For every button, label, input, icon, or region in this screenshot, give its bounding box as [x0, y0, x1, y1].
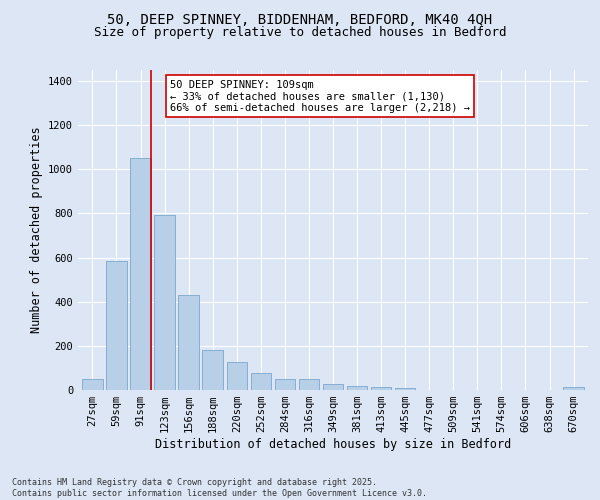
Bar	[82, 379, 103, 390]
Bar	[202, 350, 223, 390]
Text: Size of property relative to detached houses in Bedford: Size of property relative to detached ho…	[94, 26, 506, 39]
Bar	[299, 379, 319, 390]
Bar	[106, 261, 127, 390]
Text: 50 DEEP SPINNEY: 109sqm
← 33% of detached houses are smaller (1,130)
66% of semi: 50 DEEP SPINNEY: 109sqm ← 33% of detache…	[170, 80, 470, 113]
Bar	[154, 214, 175, 390]
Bar	[130, 158, 151, 390]
Bar	[227, 362, 247, 390]
Bar	[323, 384, 343, 390]
Bar	[395, 388, 415, 390]
Text: Contains HM Land Registry data © Crown copyright and database right 2025.
Contai: Contains HM Land Registry data © Crown c…	[12, 478, 427, 498]
Bar	[347, 386, 367, 390]
Text: 50, DEEP SPINNEY, BIDDENHAM, BEDFORD, MK40 4QH: 50, DEEP SPINNEY, BIDDENHAM, BEDFORD, MK…	[107, 12, 493, 26]
Bar	[563, 386, 584, 390]
Bar	[251, 374, 271, 390]
X-axis label: Distribution of detached houses by size in Bedford: Distribution of detached houses by size …	[155, 438, 511, 451]
Bar	[178, 294, 199, 390]
Y-axis label: Number of detached properties: Number of detached properties	[29, 126, 43, 334]
Bar	[371, 386, 391, 390]
Bar	[275, 379, 295, 390]
